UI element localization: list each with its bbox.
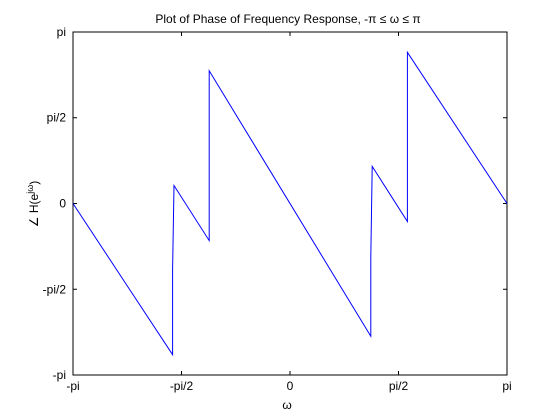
y-tick-label: -pi xyxy=(53,368,66,382)
x-tick-label: pi xyxy=(502,379,511,393)
x-axis-label: ω xyxy=(282,398,291,412)
y-tick-label: -pi/2 xyxy=(43,282,67,296)
y-tick-label: pi/2 xyxy=(47,111,67,125)
axis-ticks xyxy=(72,31,508,376)
y-axis-label: ∠ H(ejω) xyxy=(25,181,41,227)
y-tick-label: 0 xyxy=(59,197,66,211)
phase-series-line xyxy=(72,50,508,357)
x-tick-label: pi/2 xyxy=(389,379,409,393)
chart-title: Plot of Phase of Frequency Response, -π … xyxy=(155,12,420,26)
x-tick-label: -pi xyxy=(66,379,79,393)
x-tick-label: 0 xyxy=(287,379,294,393)
y-tick-label: pi xyxy=(57,25,66,39)
x-tick-label: -pi/2 xyxy=(170,379,194,393)
axis-tick-labels: -pi -pi/2 0 pi/2 pi -pi -pi/2 0 pi/2 pi xyxy=(43,25,512,393)
